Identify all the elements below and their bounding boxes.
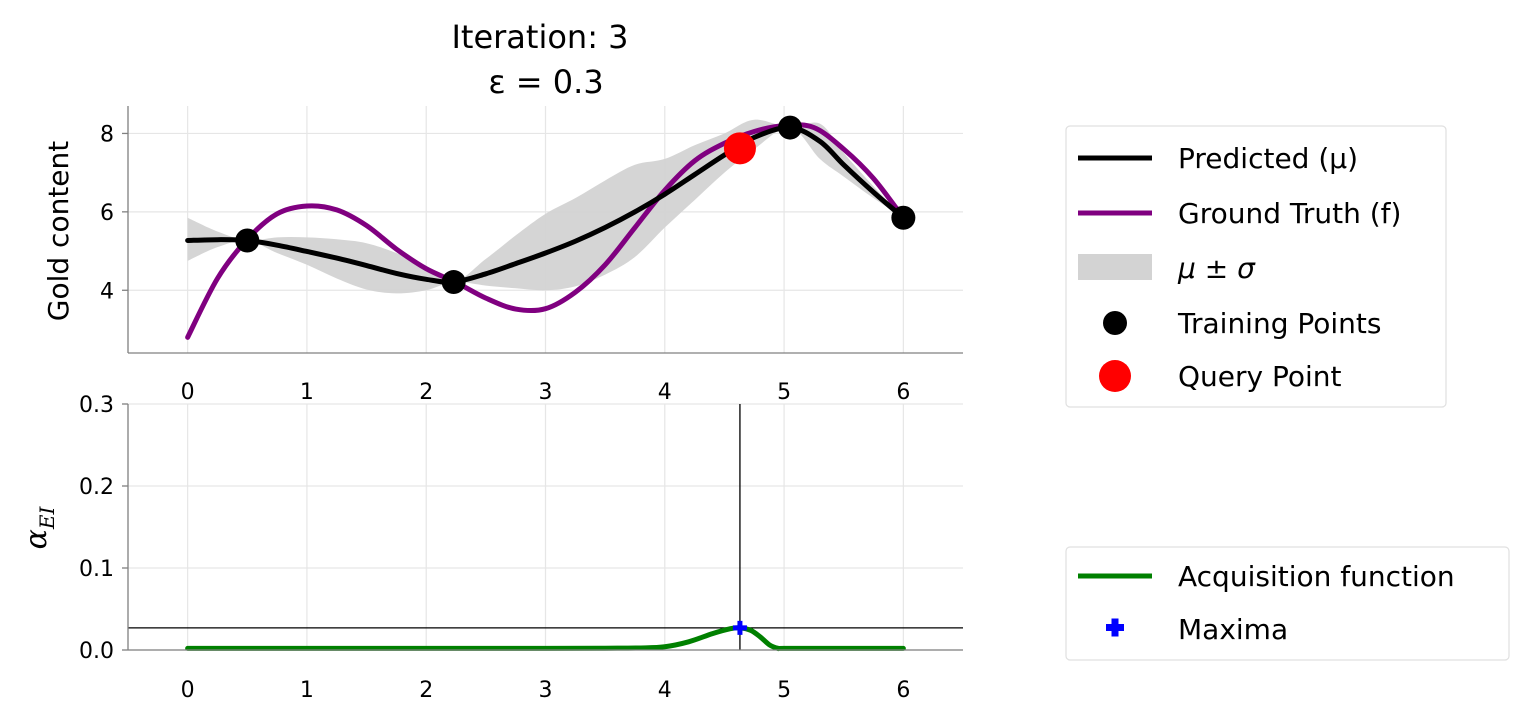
chart-subtitle: ε = 0.3 xyxy=(488,63,603,101)
top-xtick-label: 3 xyxy=(539,380,553,405)
top-xtick-label: 0 xyxy=(181,380,195,405)
top-xtick-label: 5 xyxy=(777,380,791,405)
legend-maxima-label: Maxima xyxy=(1178,613,1288,646)
bottom-ytick-label: 0.3 xyxy=(79,393,114,418)
top-xtick-label: 4 xyxy=(658,380,672,405)
bottom-grid xyxy=(128,403,963,651)
bottom-ytick-label: 0.2 xyxy=(79,475,114,500)
legend-acquisition-label: Acquisition function xyxy=(1178,560,1455,593)
top-axes: 0 1 2 3 4 5 6 4 6 8 xyxy=(100,106,963,405)
uncertainty-band xyxy=(187,119,904,294)
acquisition-function-line xyxy=(185,625,906,652)
legend-bottom: Acquisition function Maxima xyxy=(1065,546,1510,661)
bottom-xtick-label: 1 xyxy=(300,678,314,703)
legend-predicted-label: Predicted (μ) xyxy=(1178,142,1358,175)
chart-title: Iteration: 3 xyxy=(451,18,628,56)
bottom-lines xyxy=(128,404,963,652)
bottom-ytick-label: 0.0 xyxy=(79,639,114,664)
bottom-axes: 0 1 2 3 4 5 6 0.0 0.1 0.2 0.3 xyxy=(79,393,963,703)
top-xtick-label: 6 xyxy=(896,380,910,405)
bottom-xtick-label: 4 xyxy=(658,678,672,703)
bottom-xtick-label: 5 xyxy=(777,678,791,703)
legend-query-label: Query Point xyxy=(1178,360,1342,393)
legend-training-swatch xyxy=(1103,311,1127,335)
query-point xyxy=(723,132,756,165)
top-uncertainty-band xyxy=(187,119,904,294)
training-point xyxy=(778,115,803,140)
training-point xyxy=(235,228,260,253)
top-xtick-label: 1 xyxy=(300,380,314,405)
bottom-xtick-label: 0 xyxy=(181,678,195,703)
legend-top: Predicted (μ) Ground Truth (f) μ ± σ Tra… xyxy=(1065,125,1447,408)
legend-training-label: Training Points xyxy=(1177,307,1382,340)
bottom-ytick-label: 0.1 xyxy=(79,557,114,582)
training-point xyxy=(441,270,466,295)
legend-query-swatch xyxy=(1099,360,1131,392)
legend-ground-truth-label: Ground Truth (f) xyxy=(1178,197,1401,230)
top-ytick-label: 6 xyxy=(100,201,114,226)
bottom-xtick-label: 6 xyxy=(896,678,910,703)
top-ytick-label: 4 xyxy=(100,279,114,304)
top-ytick-label: 8 xyxy=(100,122,114,147)
legend-band-swatch xyxy=(1078,254,1152,280)
legend-band-label: μ ± σ xyxy=(1177,252,1256,285)
top-ylabel: Gold content xyxy=(42,141,75,322)
bottom-xtick-label: 2 xyxy=(419,678,433,703)
legend-maxima-swatch xyxy=(1106,618,1124,637)
maxima-marker xyxy=(732,620,747,635)
top-xtick-label: 2 xyxy=(419,380,433,405)
bottom-xtick-label: 3 xyxy=(539,678,553,703)
top-points xyxy=(235,115,916,295)
training-point xyxy=(891,205,916,230)
bottom-ylabel: αEI xyxy=(19,506,59,550)
